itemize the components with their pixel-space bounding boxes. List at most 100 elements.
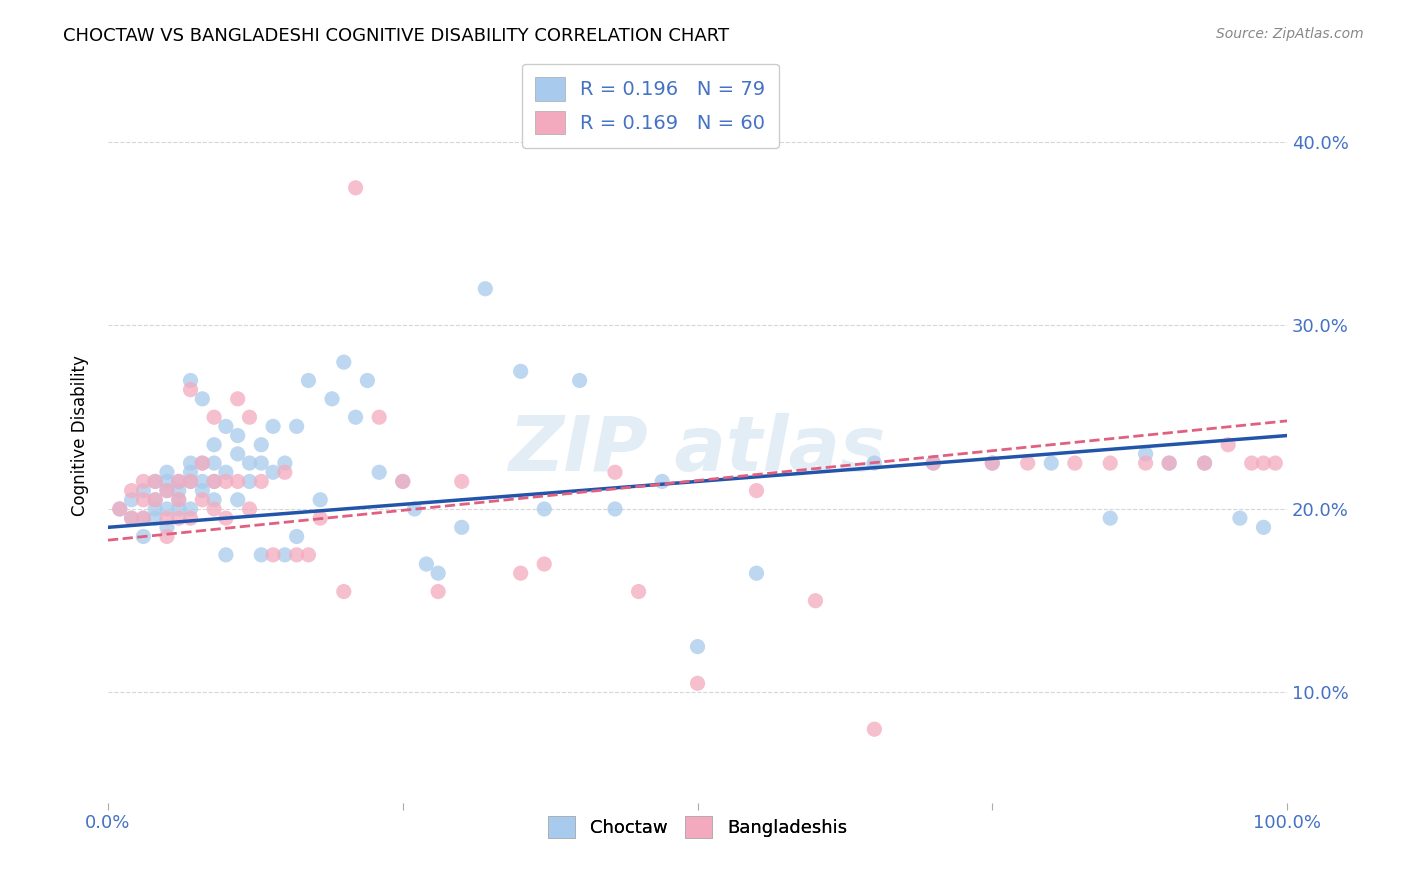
Point [1099, 511, 1122, 525]
Point [391, 475, 413, 489]
Point [226, 392, 249, 406]
Point [863, 456, 886, 470]
Point [180, 465, 202, 479]
Point [450, 520, 472, 534]
Point [180, 475, 202, 489]
Point [156, 511, 179, 525]
Point [180, 383, 202, 397]
Point [686, 676, 709, 690]
Point [121, 492, 143, 507]
Point [1099, 456, 1122, 470]
Point [627, 584, 650, 599]
Point [191, 392, 214, 406]
Point [509, 566, 531, 581]
Point [1135, 447, 1157, 461]
Point [427, 566, 450, 581]
Legend: Choctaw, Bangladeshis: Choctaw, Bangladeshis [541, 808, 855, 845]
Point [202, 475, 225, 489]
Point [1194, 456, 1216, 470]
Point [533, 557, 555, 571]
Point [368, 410, 391, 425]
Point [415, 557, 437, 571]
Point [250, 475, 273, 489]
Point [143, 492, 166, 507]
Point [686, 640, 709, 654]
Point [180, 374, 202, 388]
Point [250, 438, 273, 452]
Point [1017, 456, 1039, 470]
Point [121, 511, 143, 525]
Point [321, 392, 343, 406]
Text: CHOCTAW VS BANGLADESHI COGNITIVE DISABILITY CORRELATION CHART: CHOCTAW VS BANGLADESHI COGNITIVE DISABIL… [63, 27, 730, 45]
Point [167, 492, 190, 507]
Point [981, 456, 1004, 470]
Point [121, 511, 143, 525]
Point [191, 492, 214, 507]
Point [202, 456, 225, 470]
Point [156, 465, 179, 479]
Point [651, 475, 673, 489]
Point [156, 483, 179, 498]
Point [344, 410, 367, 425]
Point [1063, 456, 1085, 470]
Point [250, 456, 273, 470]
Point [238, 410, 260, 425]
Point [1253, 456, 1275, 470]
Point [1240, 456, 1263, 470]
Point [274, 456, 297, 470]
Point [450, 475, 472, 489]
Point [285, 548, 308, 562]
Point [180, 475, 202, 489]
Point [202, 475, 225, 489]
Point [132, 511, 155, 525]
Point [1159, 456, 1181, 470]
Point [356, 374, 378, 388]
Point [262, 465, 284, 479]
Point [180, 511, 202, 525]
Point [143, 492, 166, 507]
Point [309, 511, 332, 525]
Point [202, 410, 225, 425]
Point [215, 548, 238, 562]
Point [922, 456, 945, 470]
Point [143, 475, 166, 489]
Point [297, 548, 319, 562]
Point [132, 511, 155, 525]
Point [368, 465, 391, 479]
Point [132, 475, 155, 489]
Point [274, 465, 297, 479]
Text: ZIP atlas: ZIP atlas [509, 413, 886, 487]
Point [202, 492, 225, 507]
Point [226, 447, 249, 461]
Point [262, 419, 284, 434]
Point [167, 483, 190, 498]
Point [1159, 456, 1181, 470]
Point [143, 511, 166, 525]
Point [143, 475, 166, 489]
Point [132, 529, 155, 543]
Point [285, 529, 308, 543]
Point [143, 502, 166, 516]
Point [1040, 456, 1063, 470]
Point [191, 475, 214, 489]
Point [215, 419, 238, 434]
Point [132, 492, 155, 507]
Point [180, 456, 202, 470]
Point [745, 483, 768, 498]
Point [1194, 456, 1216, 470]
Point [745, 566, 768, 581]
Point [404, 502, 426, 516]
Point [533, 502, 555, 516]
Point [603, 465, 626, 479]
Point [238, 475, 260, 489]
Point [226, 492, 249, 507]
Point [285, 419, 308, 434]
Point [1253, 520, 1275, 534]
Point [191, 483, 214, 498]
Point [427, 584, 450, 599]
Point [191, 456, 214, 470]
Point [167, 475, 190, 489]
Point [1216, 438, 1239, 452]
Point [309, 492, 332, 507]
Point [132, 483, 155, 498]
